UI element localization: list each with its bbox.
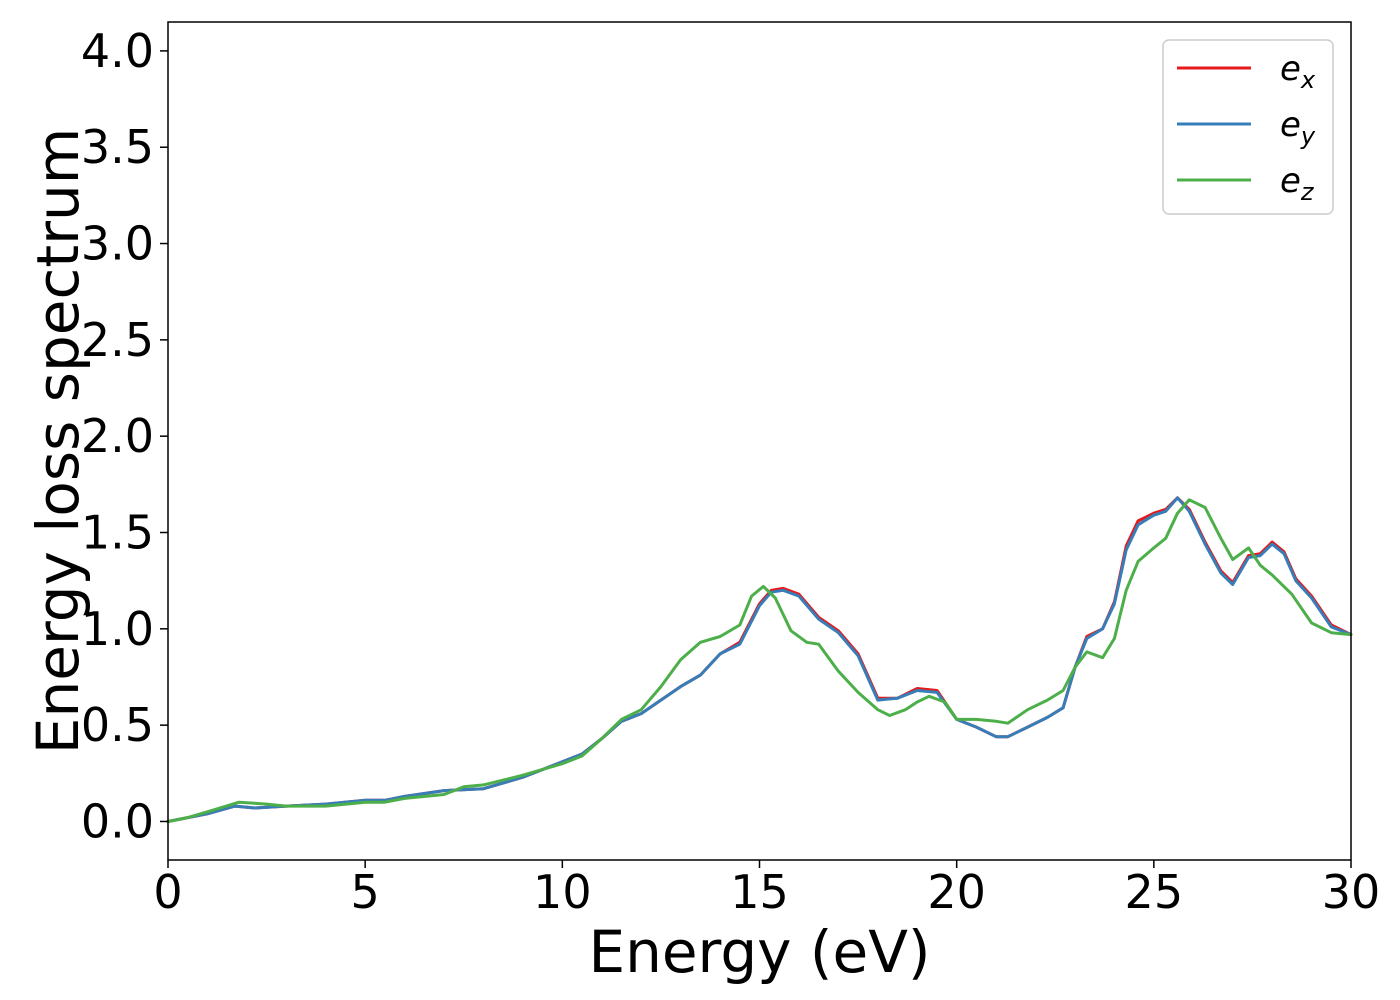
y-tick-label: 3.5 bbox=[81, 120, 154, 174]
x-tick-label: 25 bbox=[1125, 865, 1184, 919]
legend-label-x: ex bbox=[1280, 49, 1316, 94]
legend-label-y: ey bbox=[1280, 105, 1316, 150]
y-axis-ticks: 0.0 0.5 1.0 1.5 2.0 2.5 3.0 3.5 4.0 bbox=[81, 24, 168, 848]
x-tick-label: 0 bbox=[153, 865, 182, 919]
legend: ex ey ez bbox=[1162, 39, 1334, 215]
x-axis-title: Energy (eV) bbox=[588, 918, 930, 986]
y-tick-label: 2.5 bbox=[81, 313, 154, 367]
y-tick-label: 1.0 bbox=[81, 602, 154, 656]
legend-label-z: ez bbox=[1280, 161, 1315, 206]
x-tick-label: 10 bbox=[533, 865, 592, 919]
y-tick-label: 4.0 bbox=[81, 24, 154, 78]
y-tick-label: 0.0 bbox=[81, 794, 154, 848]
legend-box bbox=[1162, 39, 1334, 215]
y-axis-title: Energy loss spectrum bbox=[24, 128, 92, 754]
y-tick-label: 0.5 bbox=[81, 698, 154, 752]
x-tick-label: 20 bbox=[927, 865, 986, 919]
x-tick-label: 5 bbox=[351, 865, 380, 919]
y-tick-label: 3.0 bbox=[81, 217, 154, 271]
series-line-z bbox=[166, 498, 1353, 823]
x-axis-ticks: 0 5 10 15 20 25 30 bbox=[153, 860, 1380, 919]
x-tick-label: 15 bbox=[730, 865, 789, 919]
y-tick-label: 2.0 bbox=[81, 409, 154, 463]
y-tick-label: 1.5 bbox=[81, 506, 154, 560]
series-line-y bbox=[166, 496, 1353, 823]
x-tick-label: 30 bbox=[1322, 865, 1381, 919]
series-layer bbox=[166, 496, 1353, 823]
